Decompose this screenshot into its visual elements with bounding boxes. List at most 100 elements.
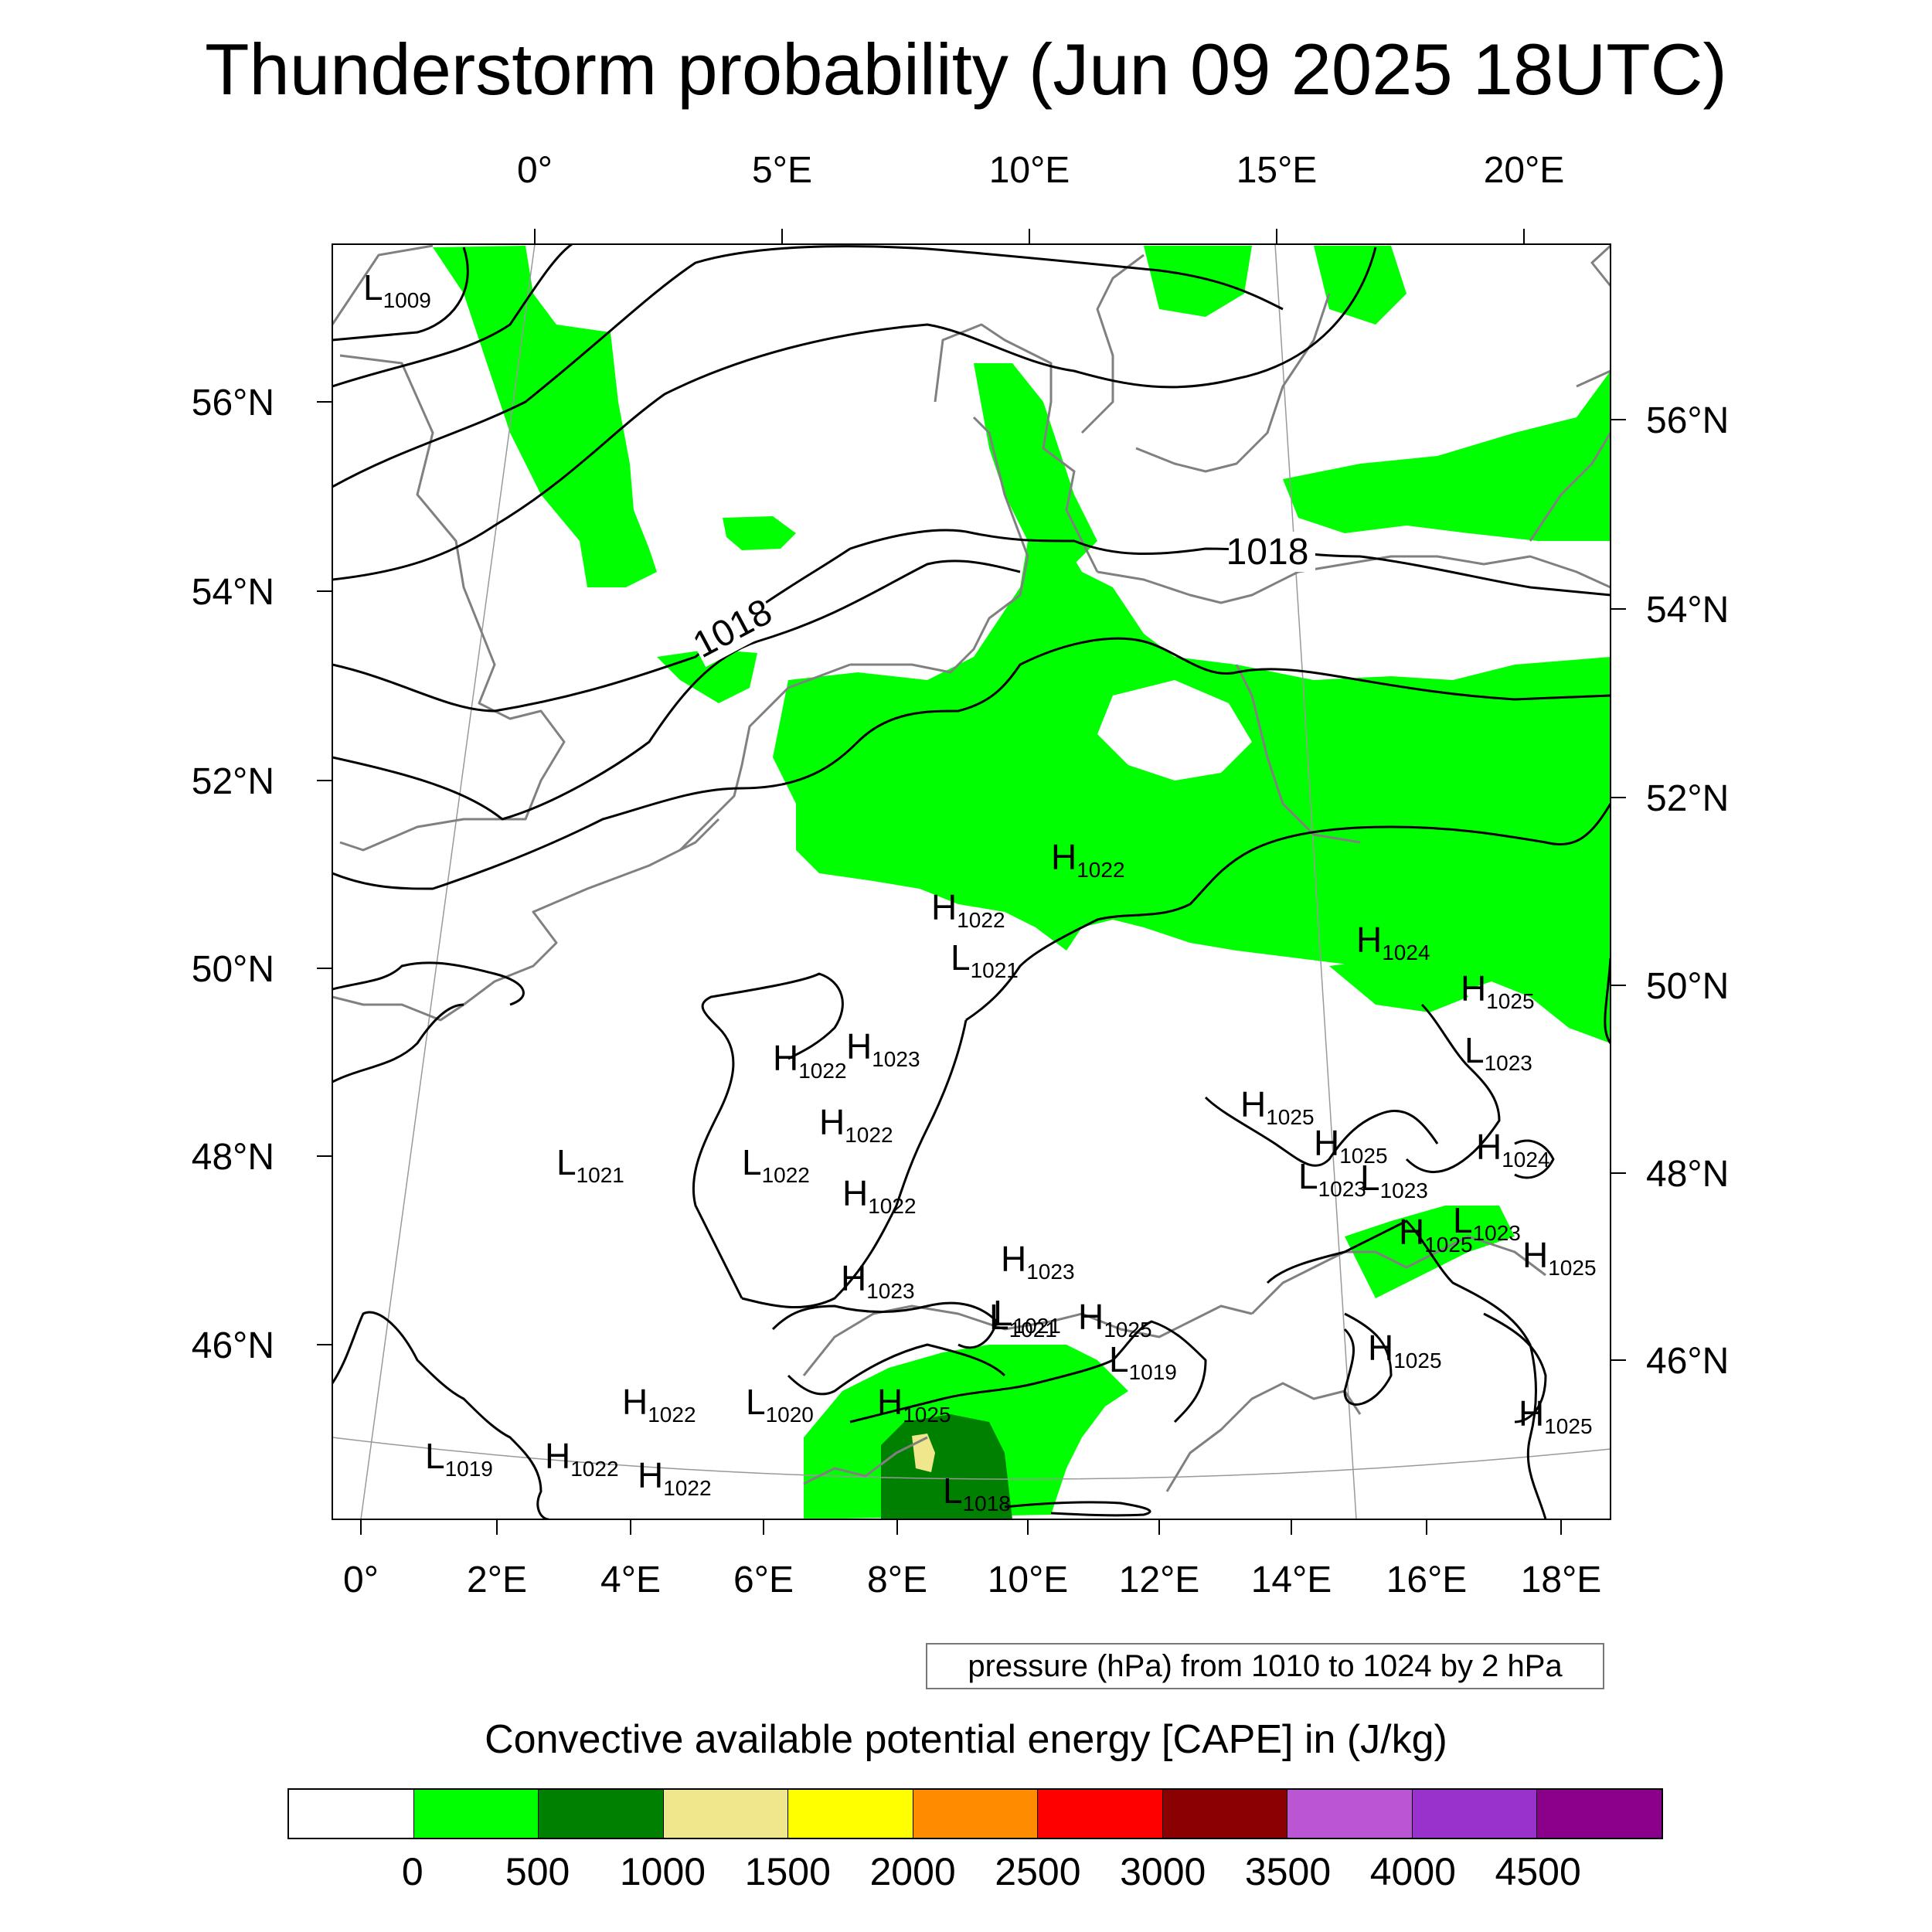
isobar-label: 1018 xyxy=(1226,532,1309,573)
isobar-label-bg xyxy=(686,592,780,668)
cape-area-central xyxy=(773,533,1611,1043)
pressure-center-label: H1025 xyxy=(1314,1123,1388,1168)
colorbar-swatch xyxy=(788,1790,913,1838)
pressure-center-label: L1009 xyxy=(363,267,431,312)
coast-germany-north xyxy=(850,416,1029,674)
pressure-center-label: H1022 xyxy=(638,1455,712,1500)
pressure-center-label: L1021 xyxy=(951,937,1019,982)
pressure-center-label: H1022 xyxy=(545,1436,619,1481)
right-lat-label: 48°N xyxy=(1646,1154,1729,1195)
isobar-contour xyxy=(332,245,1284,488)
pressure-center-label: H1025 xyxy=(1240,1084,1315,1129)
colorbar-swatch xyxy=(1038,1790,1163,1838)
pressure-center-label: H1023 xyxy=(841,1258,915,1303)
cape-area-netherlands-patch xyxy=(657,649,757,703)
cape-area-north-sea-west xyxy=(433,246,657,587)
colorbar-swatch xyxy=(913,1790,1039,1838)
top-lon-label: 0° xyxy=(517,150,553,191)
top-lon-label: 15°E xyxy=(1236,150,1318,191)
bottom-lon-label: 8°E xyxy=(867,1560,927,1600)
colorbar-tick-label: 1500 xyxy=(744,1850,831,1893)
pressure-center-label: H1022 xyxy=(931,887,1005,932)
top-lon-label: 5°E xyxy=(752,150,812,191)
top-lon-label: 10°E xyxy=(989,150,1070,191)
colorbar-swatch xyxy=(1412,1790,1538,1838)
right-lat-label: 50°N xyxy=(1646,966,1729,1007)
bottom-ticks xyxy=(360,1519,1562,1535)
pressure-center-label: H1025 xyxy=(1461,968,1535,1013)
isobar-contour xyxy=(332,637,1611,890)
coast-baltic-east xyxy=(1529,244,1611,542)
bottom-lon-label: 0° xyxy=(343,1560,379,1600)
colorbar-tick-label: 3500 xyxy=(1244,1850,1332,1893)
isobar-contour xyxy=(332,529,1611,713)
isobar-contour xyxy=(332,247,1377,581)
bottom-lon-label: 12°E xyxy=(1119,1560,1200,1600)
pressure-center-label: L1023 xyxy=(1453,1200,1521,1245)
pressure-center-label: H1022 xyxy=(773,1038,847,1083)
pressure-center-label: H1025 xyxy=(877,1382,951,1427)
isobar-contour xyxy=(332,1003,464,1083)
cape-area-bohemia xyxy=(1329,958,1468,1012)
isobar-contour xyxy=(1604,957,1611,1044)
contour-info-box: pressure (hPa) from 1010 to 1024 by 2 hP… xyxy=(926,1643,1604,1689)
pressure-center-label: H1024 xyxy=(1356,920,1430,964)
map: L1009H1022H1022L1021H1024H1025L1023H1022… xyxy=(192,150,1730,1600)
cape-area-baltic xyxy=(1283,371,1611,541)
isobar-contour xyxy=(692,972,844,1299)
cape-shading xyxy=(433,246,1611,1519)
colorbar-tick-label: 1000 xyxy=(619,1850,706,1893)
pressure-center-label: H1025 xyxy=(1522,1235,1597,1280)
map-frame xyxy=(332,243,1611,1520)
colorbar-swatch xyxy=(1162,1790,1288,1838)
colorbar-swatch xyxy=(663,1790,789,1838)
bottom-lon-label: 16°E xyxy=(1386,1560,1468,1600)
colorbar-title: Convective available potential energy [C… xyxy=(485,1717,1447,1762)
left-lat-label: 46°N xyxy=(192,1325,274,1366)
colorbar-swatch xyxy=(289,1790,414,1838)
isobar-contour xyxy=(771,1301,998,1349)
colorbar-tick-label: 500 xyxy=(505,1850,570,1893)
isobar-contour xyxy=(1004,1501,1151,1517)
bottom-longitude-labels: 0° 2°E 4°E 6°E 8°E 10°E 12°E 14°E 16°E 1… xyxy=(343,1560,1601,1600)
bottom-lon-label: 18°E xyxy=(1521,1560,1602,1600)
left-lat-label: 52°N xyxy=(192,761,274,802)
coast-netherlands xyxy=(679,663,851,852)
bottom-lon-label: 14°E xyxy=(1251,1560,1332,1600)
pressure-center-label: L1019 xyxy=(1109,1339,1177,1384)
top-longitude-labels: 0° 5°E 10°E 15°E 20°E xyxy=(517,150,1564,191)
isobar-contour xyxy=(849,1320,1207,1423)
pressure-center-label: L1023 xyxy=(1360,1158,1428,1202)
isobar-contour xyxy=(1405,1003,1501,1174)
isobar-contour xyxy=(332,961,525,1006)
pressure-center-label: L1023 xyxy=(1298,1156,1366,1201)
meridian-0 xyxy=(360,244,536,1519)
pressure-center-label: H1025 xyxy=(1368,1328,1442,1372)
isobar-contour xyxy=(1266,1219,1547,1519)
top-lon-label: 20°E xyxy=(1484,150,1565,191)
coast-baltic-south xyxy=(1097,555,1611,604)
left-latitude-labels: 56°N 54°N 52°N 50°N 48°N 46°N xyxy=(192,383,274,1366)
pressure-center-label: L1023 xyxy=(1464,1030,1532,1075)
cape-area-sweden-north xyxy=(1144,246,1252,317)
graticule xyxy=(332,244,1611,1519)
colorbar-swatch xyxy=(539,1790,664,1838)
pressure-center-label: L1018 xyxy=(943,1471,1011,1515)
bottom-lon-label: 6°E xyxy=(733,1560,794,1600)
pressure-center-label: H1022 xyxy=(819,1102,893,1147)
cape-hole-central xyxy=(1097,680,1252,781)
isobar-label-bg xyxy=(1229,532,1315,572)
chart-title: Thunderstorm probability (Jun 09 2025 18… xyxy=(205,29,1727,110)
cape-area-sweden-northeast xyxy=(1314,246,1406,325)
pressure-center-label: L1020 xyxy=(746,1382,814,1427)
isobar-contour xyxy=(332,1311,549,1519)
colorbar-swatch xyxy=(413,1790,539,1838)
isobar-contour xyxy=(1343,1312,1393,1406)
right-lat-label: 56°N xyxy=(1646,400,1729,441)
pressure-center-label: L1022 xyxy=(742,1142,810,1187)
right-ticks xyxy=(1611,419,1626,1361)
pressure-center-label: H1025 xyxy=(1519,1393,1593,1438)
colorbar xyxy=(287,1788,1663,1839)
pressure-center-label: L1021 xyxy=(993,1293,1061,1338)
colorbar-tick-label: 4500 xyxy=(1495,1850,1581,1893)
